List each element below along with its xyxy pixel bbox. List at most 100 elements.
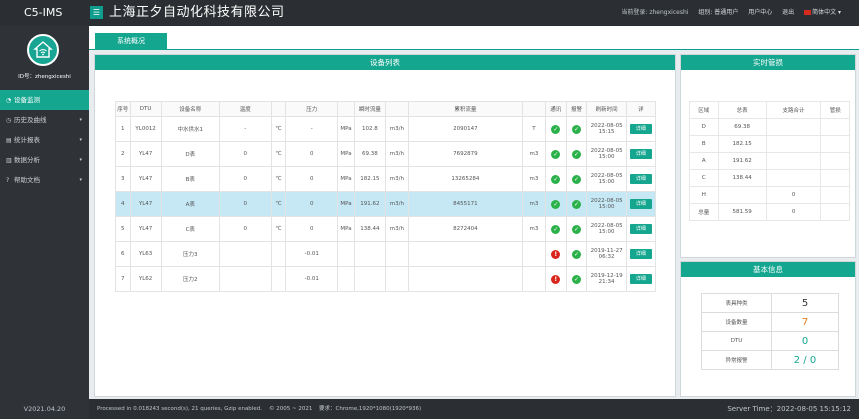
device-row[interactable]: 1 YL0012 中水供水1- ℃ - MPa 102.8 m3/h 2090147 T ✓ ✓ 202… (115, 116, 657, 142)
chevron-down-icon: ▾ (79, 117, 82, 123)
sidebar-item-4[interactable]: ? 帮助文档 ▾ (0, 170, 89, 190)
refresh-clock: 15:00 (598, 229, 615, 235)
detail-button[interactable]: 详细 (629, 174, 652, 184)
help-icon: ? (6, 177, 10, 184)
row-flow-unit (384, 241, 409, 267)
logout-link[interactable]: 退出 (782, 9, 795, 16)
avatar[interactable] (27, 34, 59, 66)
row-device-name: D表 (160, 141, 220, 167)
check-circle-icon: ✓ (571, 174, 581, 184)
device-row[interactable]: 3 YL47 B表 0 ℃ 0 MPa 182.15 m3/h 13265284 m3 ✓ ✓ 2022-… (115, 166, 657, 192)
hamburger-icon[interactable]: ☰ (90, 6, 103, 19)
row-no: 6 (115, 241, 131, 267)
sidebar-item-2[interactable]: ▤ 统计报表 ▾ (0, 130, 89, 150)
sidebar-item-0[interactable]: ◔ 设备监测 (0, 90, 89, 110)
device-col-header[interactable]: 温度 (218, 101, 272, 117)
row-total-flow: 13265284 (407, 166, 524, 192)
row-pressure: 0 (285, 166, 339, 192)
row-flow-unit: m3/h (384, 216, 409, 242)
device-col-header[interactable]: 设备名称 (160, 101, 220, 117)
device-col-header[interactable]: 刷新时间 (586, 101, 627, 117)
check-circle-icon: ✓ (551, 149, 561, 159)
info-row: DTU 0 (701, 331, 839, 351)
realtime-cell (765, 169, 822, 187)
detail-button[interactable]: 详细 (629, 249, 652, 259)
realtime-cell (765, 135, 822, 153)
row-flow-unit: m3/h (384, 166, 409, 192)
realtime-loss-table: 区域 总表 支路合计 管损 D 69.38 B 182.15 A 191.62 C 138.44 H 0… (689, 101, 850, 221)
home-wifi-icon (33, 41, 53, 58)
row-total-unit: m3 (522, 166, 546, 192)
device-row[interactable]: 5 YL47 C表 0 ℃ 0 MPa 138.44 m3/h 8272404 m3 ✓ ✓ 2022-0… (115, 216, 657, 242)
role-link[interactable]: 组别: 普通用户 (698, 9, 739, 16)
row-device-name: 中水供水1 (160, 116, 220, 142)
row-no: 4 (115, 191, 131, 217)
basic-info-panel: 基本信息 表具种类 5 设备数量 7 DTU 0 异常报警 2 / 0 (680, 261, 856, 397)
report-icon: ▤ (6, 137, 12, 144)
app-brand[interactable]: C5-IMS (24, 6, 63, 19)
footer-processed: Processed in 0.018243 second(s), 21 quer… (97, 406, 262, 412)
row-total-flow: 2090147 (407, 116, 524, 142)
row-refresh-time: 2022-08-05 15:00 (586, 216, 627, 242)
device-col-header[interactable]: 瞬时流量 (353, 101, 386, 117)
detail-button[interactable]: 详细 (629, 224, 652, 234)
row-dtu: YL47 (129, 141, 162, 167)
row-refresh-time: 2019-11-27 06:32 (586, 241, 627, 267)
row-flow-unit: m3/h (384, 141, 409, 167)
check-circle-icon: ✓ (571, 274, 581, 284)
info-label: 异常报警 (701, 350, 772, 370)
row-refresh-time: 2022-08-05 15:00 (586, 191, 627, 217)
row-flow-unit: m3/h (384, 191, 409, 217)
realtime-cell: C (689, 169, 719, 187)
device-col-header[interactable]: DTU (129, 101, 162, 117)
device-col-header[interactable] (522, 101, 546, 117)
row-total-flow: 8272404 (407, 216, 524, 242)
device-col-header[interactable]: 报警 (565, 101, 588, 117)
sidebar: ID号：zhengxiceshi ◔ 设备监测 ◷ 历史及曲线 ▾ ▤ 统计报表 ▾ ▥ 数据分析… (0, 26, 89, 419)
row-temp-unit (270, 266, 287, 292)
row-flow: 102.8 (353, 116, 386, 142)
footer-copyright: © 2005 ~ 2021 (269, 406, 313, 412)
row-comm-cell: ✓ (544, 116, 567, 142)
row-pressure-unit: MPa (337, 216, 355, 242)
device-col-header[interactable]: 通讯 (544, 101, 567, 117)
device-col-header[interactable] (384, 101, 409, 117)
device-col-header[interactable]: 详 (625, 101, 657, 117)
device-col-header[interactable] (270, 101, 287, 117)
device-row[interactable]: 2 YL47 D表 0 ℃ 0 MPa 69.38 m3/h 7692879 m3 ✓ ✓ 2022-08… (115, 141, 657, 167)
device-row[interactable]: 7 YL62 压力2 -0.01! ✓ 2019-12-19 21:34 详细 (115, 266, 657, 292)
detail-button[interactable]: 详细 (629, 149, 652, 159)
sidebar-item-label: 设备监测 (14, 96, 40, 104)
check-circle-icon: ✓ (571, 224, 581, 234)
user-center-link[interactable]: 用户中心 (748, 9, 773, 16)
row-detail-cell: 详细 (625, 141, 657, 167)
row-dtu: YL63 (129, 241, 162, 267)
device-col-header[interactable]: 序号 (115, 101, 131, 117)
language-select[interactable]: 简体中文 ▾ (804, 9, 841, 16)
row-pressure-unit: MPa (337, 166, 355, 192)
sidebar-item-3[interactable]: ▥ 数据分析 ▾ (0, 150, 89, 170)
chevron-down-icon: ▾ (79, 177, 82, 183)
device-row[interactable]: 6 YL63 压力3 -0.01! ✓ 2019-11-27 06:32 详细 (115, 241, 657, 267)
detail-button[interactable]: 详细 (629, 274, 652, 284)
device-col-header[interactable]: 累积流量 (407, 101, 524, 117)
row-pressure-unit: MPa (337, 116, 355, 142)
row-pressure: -0.01 (285, 266, 339, 292)
device-row[interactable]: 4 YL47 A表 0 ℃ 0 MPa 191.62 m3/h 8455171 m3 ✓ ✓ 2022-0… (115, 191, 657, 217)
user-bar: 当前登录: zhengxiceshi 组别: 普通用户 用户中心 退出 简体中文… (613, 0, 841, 26)
row-temperature: 0 (218, 216, 272, 242)
check-circle-icon: ✓ (551, 199, 561, 209)
row-dtu: YL47 (129, 166, 162, 192)
check-circle-icon: ✓ (571, 249, 581, 259)
top-bar: C5-IMS ☰ 上海正夕自动化科技有限公司 当前登录: zhengxicesh… (0, 0, 859, 26)
row-comm-cell: ! (544, 241, 567, 267)
detail-button[interactable]: 详细 (629, 124, 652, 134)
detail-button[interactable]: 详细 (629, 199, 652, 209)
device-col-header[interactable] (337, 101, 355, 117)
realtime-cell (820, 169, 850, 187)
row-comm-cell: ! (544, 266, 567, 292)
tab-system-overview[interactable]: 系统概况 (95, 33, 167, 50)
row-pressure: -0.01 (285, 241, 339, 267)
sidebar-item-1[interactable]: ◷ 历史及曲线 ▾ (0, 110, 89, 130)
device-col-header[interactable]: 压力 (285, 101, 339, 117)
